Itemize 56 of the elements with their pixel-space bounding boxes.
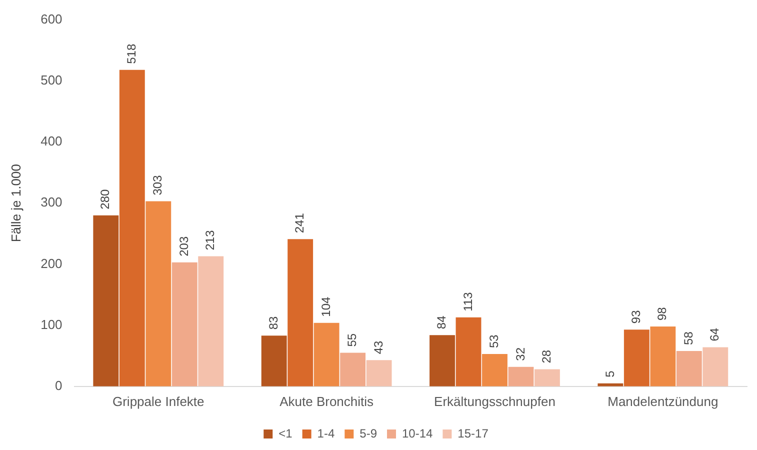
bar (650, 326, 676, 386)
y-tick-label: 300 (40, 194, 62, 210)
bar (482, 354, 508, 386)
y-axis-title: Fälle je 1.000 (8, 164, 24, 242)
x-tick-label: Akute Bronchitis (280, 394, 374, 409)
bar (456, 317, 482, 386)
bar (288, 239, 314, 386)
data-label: 104 (318, 296, 333, 317)
y-tick-label: 400 (40, 134, 62, 149)
legend-label: 15-17 (458, 426, 489, 440)
bar (340, 352, 366, 386)
data-label: 213 (203, 230, 218, 250)
data-label: 98 (655, 306, 670, 321)
y-tick-label: 100 (40, 316, 62, 332)
data-label: 84 (434, 315, 449, 330)
legend-label: 10-14 (402, 426, 434, 440)
data-label: 55 (345, 333, 360, 347)
bar (534, 369, 560, 386)
data-label: 280 (98, 188, 112, 210)
data-label: 241 (292, 212, 307, 234)
bar (172, 262, 198, 386)
data-label: 83 (266, 316, 280, 330)
bar (198, 256, 224, 386)
data-label: 93 (628, 310, 643, 324)
data-label: 518 (124, 44, 138, 64)
legend-label: 5-9 (360, 426, 378, 440)
data-label: 64 (708, 328, 722, 342)
x-tick-label: Erkältungsschnupfen (434, 394, 556, 409)
data-label: 28 (540, 350, 554, 364)
bar (430, 335, 455, 386)
bar (702, 347, 728, 386)
data-label: 43 (371, 340, 386, 354)
y-tick-label: 200 (40, 256, 62, 271)
data-label: 58 (681, 331, 696, 345)
x-tick-label: Grippale Infekte (112, 394, 204, 409)
bar (508, 366, 534, 386)
bar (146, 201, 172, 386)
bar (261, 336, 287, 386)
y-tick-label: 0 (55, 378, 62, 393)
data-label: 5 (602, 370, 617, 378)
x-tick-label: Mandelentzündung (608, 394, 718, 409)
bar (119, 70, 145, 386)
data-label: 113 (460, 292, 475, 312)
bar (314, 322, 340, 386)
bar (624, 330, 650, 386)
legend-label: 1-4 (317, 426, 335, 440)
y-tick-label: 500 (40, 72, 62, 88)
y-tick-label: 600 (40, 11, 62, 26)
data-label: 203 (176, 236, 191, 256)
bar (366, 360, 392, 386)
bar (93, 215, 119, 386)
data-label: 53 (487, 334, 502, 348)
legend-label: <1 (278, 426, 293, 440)
data-label: 32 (513, 347, 528, 361)
bar (676, 350, 702, 386)
data-label: 303 (150, 174, 165, 196)
